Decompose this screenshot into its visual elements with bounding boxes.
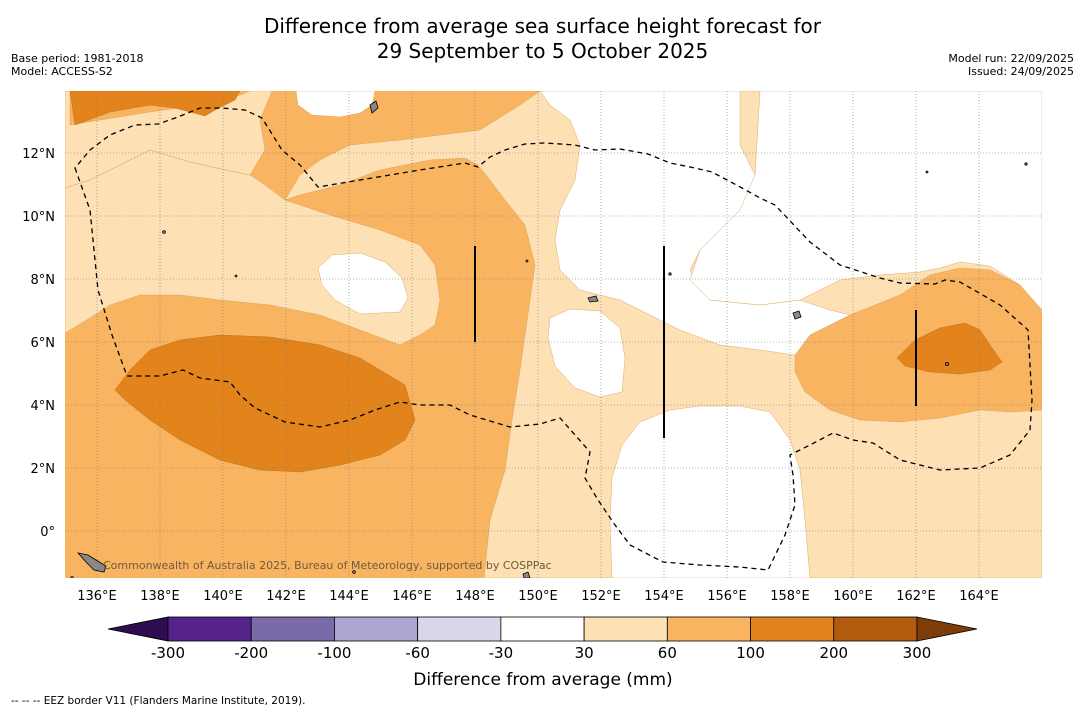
colorbar-segments [167, 616, 918, 642]
colorbar-tick-labels: -300 -200 -100 -60 -30 30 60 100 200 300 [151, 644, 931, 662]
lat-tick: 10°N [22, 210, 55, 225]
lon-tick: 138°E [140, 589, 180, 604]
eez-border [74, 107, 1033, 571]
map-plot-area: Commonwealth of Australia 2025, Bureau o… [65, 91, 1042, 578]
lon-tick: 148°E [455, 589, 495, 604]
title-line-2: 29 September to 5 October 2025 [376, 39, 709, 63]
colorbar-tick-label: -200 [234, 644, 268, 662]
lat-tick: 0° [40, 525, 55, 540]
islands [70, 100, 1028, 578]
run-info: Model run: 22/09/2025 Issued: 24/09/2025 [948, 52, 1074, 78]
colorbar-tick-label: 30 [575, 644, 594, 662]
title-line-1: Difference from average sea surface heig… [263, 14, 822, 38]
colorbar: -300 -200 -100 -60 -30 30 60 100 200 300 Differen… [107, 616, 978, 690]
lon-tick: 136°E [77, 589, 117, 604]
colorbar-tick-label: -300 [151, 644, 185, 662]
map-attribution: Commonwealth of Australia 2025, Bureau o… [103, 559, 552, 572]
lon-tick: 162°E [896, 589, 936, 604]
model-label: Model: ACCESS-S2 [11, 65, 113, 78]
colorbar-extension-high [916, 616, 978, 642]
anomaly-band-100-200-west [114, 334, 416, 473]
colorbar-segment [500, 616, 585, 642]
eez-legend: -- -- -- EEZ border V11 (Flanders Marine… [11, 695, 306, 707]
longitude-axis: 136°E 138°E 140°E 142°E 144°E 146°E 148°… [77, 589, 999, 604]
lat-tick: 2°N [31, 462, 56, 477]
lon-tick: 156°E [707, 589, 747, 604]
colorbar-tick-label: -30 [489, 644, 514, 662]
colorbar-tick-label: 200 [819, 644, 848, 662]
colorbar-segment [250, 616, 335, 642]
lat-tick: 12°N [22, 147, 55, 162]
colorbar-segment [833, 616, 918, 642]
colorbar-segment [334, 616, 419, 642]
model-info: Base period: 1981-2018 Model: ACCESS-S2 [11, 52, 143, 78]
anomaly-band-100-200-east [896, 322, 1003, 375]
colorbar-segment [583, 616, 668, 642]
map-gridlines [65, 91, 1042, 578]
lat-tick: 8°N [31, 273, 56, 288]
colorbar-tick-label: -100 [317, 644, 351, 662]
near-average-region-central [317, 252, 409, 315]
page-title: Difference from average sea surface heig… [0, 14, 1085, 64]
colorbar-segment [417, 616, 502, 642]
colorbar-tick-label: 300 [903, 644, 932, 662]
lon-tick: 142°E [266, 589, 306, 604]
colorbar-extension-low [107, 616, 169, 642]
near-average-region-south-central [547, 308, 626, 398]
lon-tick: 164°E [959, 589, 999, 604]
lon-tick: 154°E [644, 589, 684, 604]
lon-tick: 160°E [833, 589, 873, 604]
lat-tick: 6°N [31, 336, 56, 351]
near-average-region-north [295, 91, 376, 118]
base-period-label: Base period: 1981-2018 [11, 52, 144, 65]
lon-tick: 158°E [770, 589, 810, 604]
near-average-region-east [689, 91, 1042, 311]
colorbar-segment [167, 616, 252, 642]
boundary-segments [474, 246, 917, 438]
colorbar-segment [750, 616, 835, 642]
lon-tick: 152°E [581, 589, 621, 604]
lon-tick: 140°E [203, 589, 243, 604]
lat-tick: 4°N [31, 399, 56, 414]
lon-tick: 150°E [518, 589, 558, 604]
colorbar-tick-label: 100 [736, 644, 765, 662]
issued-label: Issued: 24/09/2025 [967, 65, 1074, 78]
colorbar-tick-label: -60 [405, 644, 430, 662]
lon-tick: 146°E [392, 589, 432, 604]
lon-tick: 144°E [329, 589, 369, 604]
colorbar-tick-label: 60 [658, 644, 677, 662]
latitude-axis: 12°N 10°N 8°N 6°N 4°N 2°N 0° [22, 147, 55, 540]
colorbar-title: Difference from average (mm) [413, 670, 672, 690]
near-average-region-southeast [609, 405, 811, 578]
model-run-label: Model run: 22/09/2025 [948, 52, 1074, 65]
colorbar-segment [666, 616, 751, 642]
